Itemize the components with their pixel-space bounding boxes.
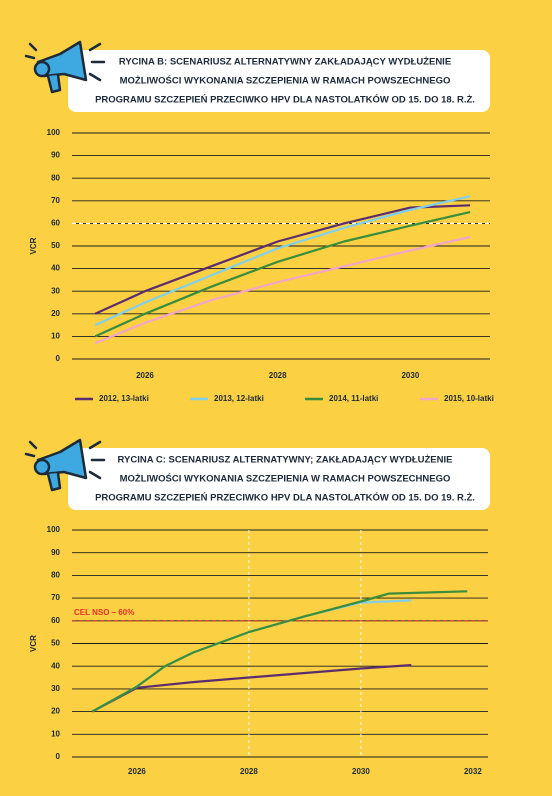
- y-tick-label: 80: [51, 173, 60, 182]
- x-tick-label: 2030: [352, 767, 370, 776]
- y-tick-label: 30: [51, 684, 60, 693]
- y-tick-label: 60: [51, 616, 60, 625]
- y-tick-label: 20: [51, 707, 60, 716]
- title-box: [68, 448, 490, 510]
- icon-knob: [33, 60, 51, 78]
- title-box: [68, 50, 490, 112]
- y-tick-label: 100: [47, 128, 61, 137]
- chart-title: MOŻLIWOŚCI WYKONANIA SZCZEPIENIA W RAMAC…: [120, 75, 451, 87]
- legend-label: 2015, 10-latki: [444, 394, 494, 403]
- legend-label: 2014, 11-latki: [329, 394, 378, 403]
- y-axis-label: VCR: [29, 635, 38, 652]
- legend-label: 2012, 13-latki: [99, 394, 149, 403]
- chart-title: RYCINA C: SCENARIUSZ ALTERNATYWNY; ZAKŁA…: [118, 455, 453, 466]
- data-line: [94, 235, 471, 345]
- y-tick-label: 50: [51, 241, 60, 250]
- icon-waves: [88, 42, 106, 82]
- data-line: [91, 664, 412, 713]
- chart-title: RYCINA B: SCENARIUSZ ALTERNATYWNY ZAKŁAD…: [119, 57, 451, 68]
- y-tick-label: 10: [51, 332, 60, 341]
- legend-label: 2013, 12-latki: [214, 394, 264, 403]
- x-tick-label: 2028: [240, 767, 258, 776]
- megaphone-icon: [24, 438, 106, 492]
- y-tick-label: 40: [51, 264, 60, 273]
- y-tick-label: 70: [51, 593, 60, 602]
- icon-waves: [88, 440, 106, 480]
- data-line: [94, 195, 471, 327]
- chart-title: MOŻLIWOŚCI WYKONANIA SZCZEPIENIA W RAMAC…: [120, 473, 451, 485]
- x-tick-label: 2026: [136, 371, 154, 380]
- icon-handle: [46, 73, 62, 94]
- x-tick-label: 2028: [269, 371, 287, 380]
- y-tick-label: 80: [51, 571, 60, 580]
- y-axis-label: VCR: [29, 237, 38, 254]
- chart-title: PROGRAMU SZCZEPIEŃ PRZECIWKO HPV DLA NAS…: [95, 94, 475, 106]
- y-tick-label: 90: [51, 548, 60, 557]
- data-line: [94, 211, 471, 338]
- y-tick-label: 70: [51, 196, 60, 205]
- y-tick-label: 40: [51, 661, 60, 670]
- data-line: [94, 204, 471, 315]
- x-tick-label: 2026: [128, 767, 146, 776]
- y-tick-label: 50: [51, 639, 60, 648]
- megaphone-icon: [24, 40, 106, 94]
- y-tick-label: 100: [47, 525, 61, 534]
- x-tick-label: 2030: [401, 371, 419, 380]
- x-tick-label: 2032: [464, 767, 482, 776]
- y-tick-label: 20: [51, 309, 60, 318]
- y-tick-label: 0: [56, 354, 61, 363]
- y-tick-label: 0: [56, 752, 61, 761]
- data-line: [91, 590, 468, 713]
- chart-title: PROGRAMU SZCZEPIEŃ PRZECIWKO HPV DLA NAS…: [95, 492, 475, 504]
- reference-label: CEL NSO – 60%: [74, 608, 134, 617]
- y-tick-label: 60: [51, 219, 60, 228]
- y-tick-label: 10: [51, 729, 60, 738]
- icon-wave-small: [24, 440, 38, 458]
- data-line: [91, 599, 412, 713]
- icon-handle: [46, 471, 62, 492]
- y-tick-label: 30: [51, 286, 60, 295]
- y-tick-label: 90: [51, 151, 60, 160]
- icon-knob: [33, 458, 51, 476]
- icon-wave-small: [24, 42, 38, 60]
